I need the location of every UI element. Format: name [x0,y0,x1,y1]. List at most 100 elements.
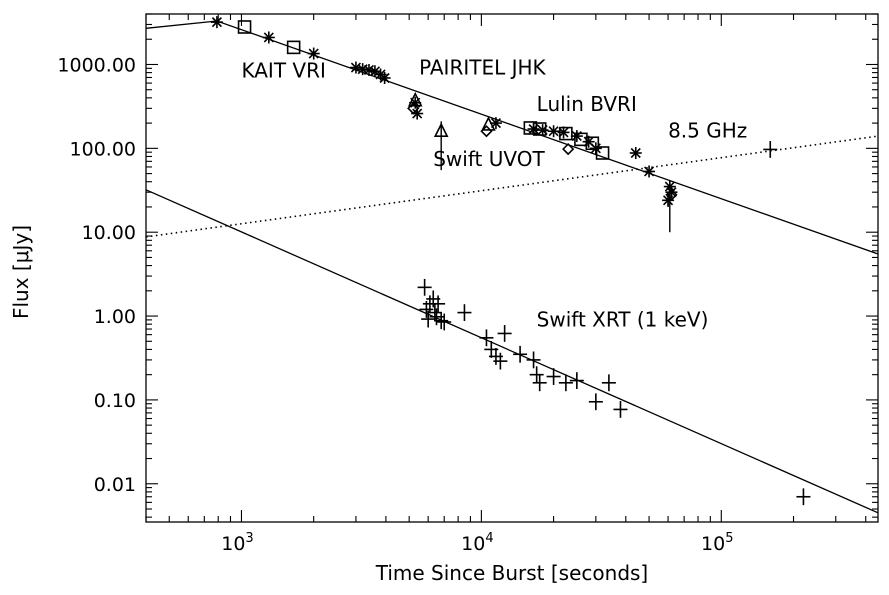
plus-point-4-17 [526,351,541,369]
plus-point-4-0 [417,278,432,296]
y-axis-title: Flux [μJy] [9,225,33,319]
diamond-point-3-0 [407,102,420,115]
model-line-3 [146,135,878,238]
square-point-1-6-shape [585,136,600,151]
square-point-1-0-shape [237,20,252,34]
square-point-1-2 [523,121,538,135]
asterisk-point-0-21-stroke [664,181,675,192]
triangle-point-2-2 [481,116,496,131]
x-tick-exponent: 3 [245,531,253,546]
plus-point-4-11 [479,329,494,347]
asterisk-point-0-19-stroke [630,147,641,159]
square-point-1-3-shape [532,122,547,136]
y-tick-label: 1.00 [94,306,136,328]
x-tick-labels: 103 104 105 [221,531,733,555]
asterisk-point-0-0-stroke [211,17,222,28]
square-point-1-4-shape [559,126,573,141]
plus-point-4-23 [588,393,603,411]
plus-point-4-16 [513,345,528,363]
diamond-point-3-1 [480,125,493,138]
asterisk-point-0-4 [356,63,369,76]
plus-point-4-24 [601,374,616,392]
diamond-point-3-3 [665,188,678,201]
triangle-point-2-1-shape [433,122,449,138]
square-point-1-7 [595,146,610,160]
plus-point-4-8 [434,312,449,330]
y-tick-label: 10.00 [82,222,136,244]
annotation-label: Swift XRT (1 keV) [537,308,709,332]
plus-point-4-9 [437,313,452,331]
diamond-point-3-1-shape [480,125,493,138]
y-tick-label: 1000.00 [57,54,136,76]
x-tick-label: 104 [461,531,493,555]
x-tick-base: 10 [461,533,485,555]
square-point-1-6 [585,136,600,151]
triangle-point-2-2-shape [481,116,496,131]
asterisk-point-0-23-stroke [662,195,674,206]
diamond-point-3-2 [562,142,575,156]
error-bars [440,121,671,233]
plus-point-4-18 [529,366,544,384]
annotations: KAIT VRI PAIRITEL JHK Lulin BVRI 8.5 GHz Swi… [241,55,747,331]
square-point-1-4 [559,126,573,141]
plus-point-4-26 [796,488,811,506]
asterisk-point-0-8 [378,71,391,84]
plus-point-4-19 [532,374,547,392]
square-point-1-2-shape [523,121,538,135]
asterisk-point-0-0 [210,16,223,29]
asterisk-point-0-1 [262,31,275,44]
plot-frame [145,13,879,523]
square-point-1-1-shape [286,40,301,55]
plus-point-4-15 [497,325,512,342]
plus-point-4-2 [421,310,436,328]
plus-point-4-25 [613,401,628,418]
x-tick-exponent: 5 [725,531,733,546]
y-tick-label: 0.01 [94,474,136,496]
model-lines [146,20,878,514]
square-point-1-7-shape [595,146,610,160]
y-tick-label: 0.10 [94,390,136,412]
annotation-label: KAIT VRI [241,58,325,82]
asterisk-point-0-20 [643,165,656,178]
y-tick-labels: 1000.00 100.00 10.00 1.00 0.10 0.01 [57,54,136,495]
plus-point-4-7 [431,295,446,313]
annotation-label: Lulin BVRI [537,92,637,116]
asterisk-point-0-20-stroke [644,166,655,177]
diamond-point-3-0-shape [407,102,420,115]
asterisk-point-0-2 [307,47,320,60]
asterisk-point-0-21 [663,180,676,193]
asterisk-point-0-10-stroke [412,108,423,119]
square-point-1-3 [532,122,547,136]
plus-point-4-14 [493,352,508,370]
plus-point-5-0 [763,141,778,158]
asterisk-point-0-8-stroke [379,72,390,84]
x-tick-exponent: 4 [485,531,493,546]
triangle-point-2-1 [433,122,449,138]
asterisk-point-0-19 [629,146,642,159]
square-point-1-1 [286,40,301,55]
asterisk-point-0-6-stroke [369,66,380,77]
plus-point-4-21 [558,374,573,392]
plus-point-4-5 [427,304,442,321]
x-axis-title: Time Since Burst [seconds] [375,561,648,585]
asterisk-point-0-5-stroke [363,64,375,76]
x-tick-base: 10 [221,533,245,555]
x-tick-label: 105 [701,531,733,555]
annotation-label: PAIRITEL JHK [419,55,546,79]
asterisk-point-0-14-stroke [548,126,559,137]
axis-ticks [145,13,878,522]
y-tick-label: 100.00 [70,138,136,160]
square-point-1-0 [237,20,252,34]
x-tick-base: 10 [701,533,725,555]
diamond-point-3-3-shape [665,188,678,201]
x-tick-label: 103 [221,531,253,555]
asterisk-point-0-14 [547,125,560,138]
diamond-point-3-2-shape [562,142,575,156]
annotation-label: 8.5 GHz [668,118,747,142]
plus-point-4-10 [457,304,472,321]
asterisk-point-0-2-stroke [308,48,319,59]
plus-point-4-20 [546,368,561,385]
annotation-label: Swift UVOT [433,147,545,171]
asterisk-point-0-1-stroke [263,32,274,43]
